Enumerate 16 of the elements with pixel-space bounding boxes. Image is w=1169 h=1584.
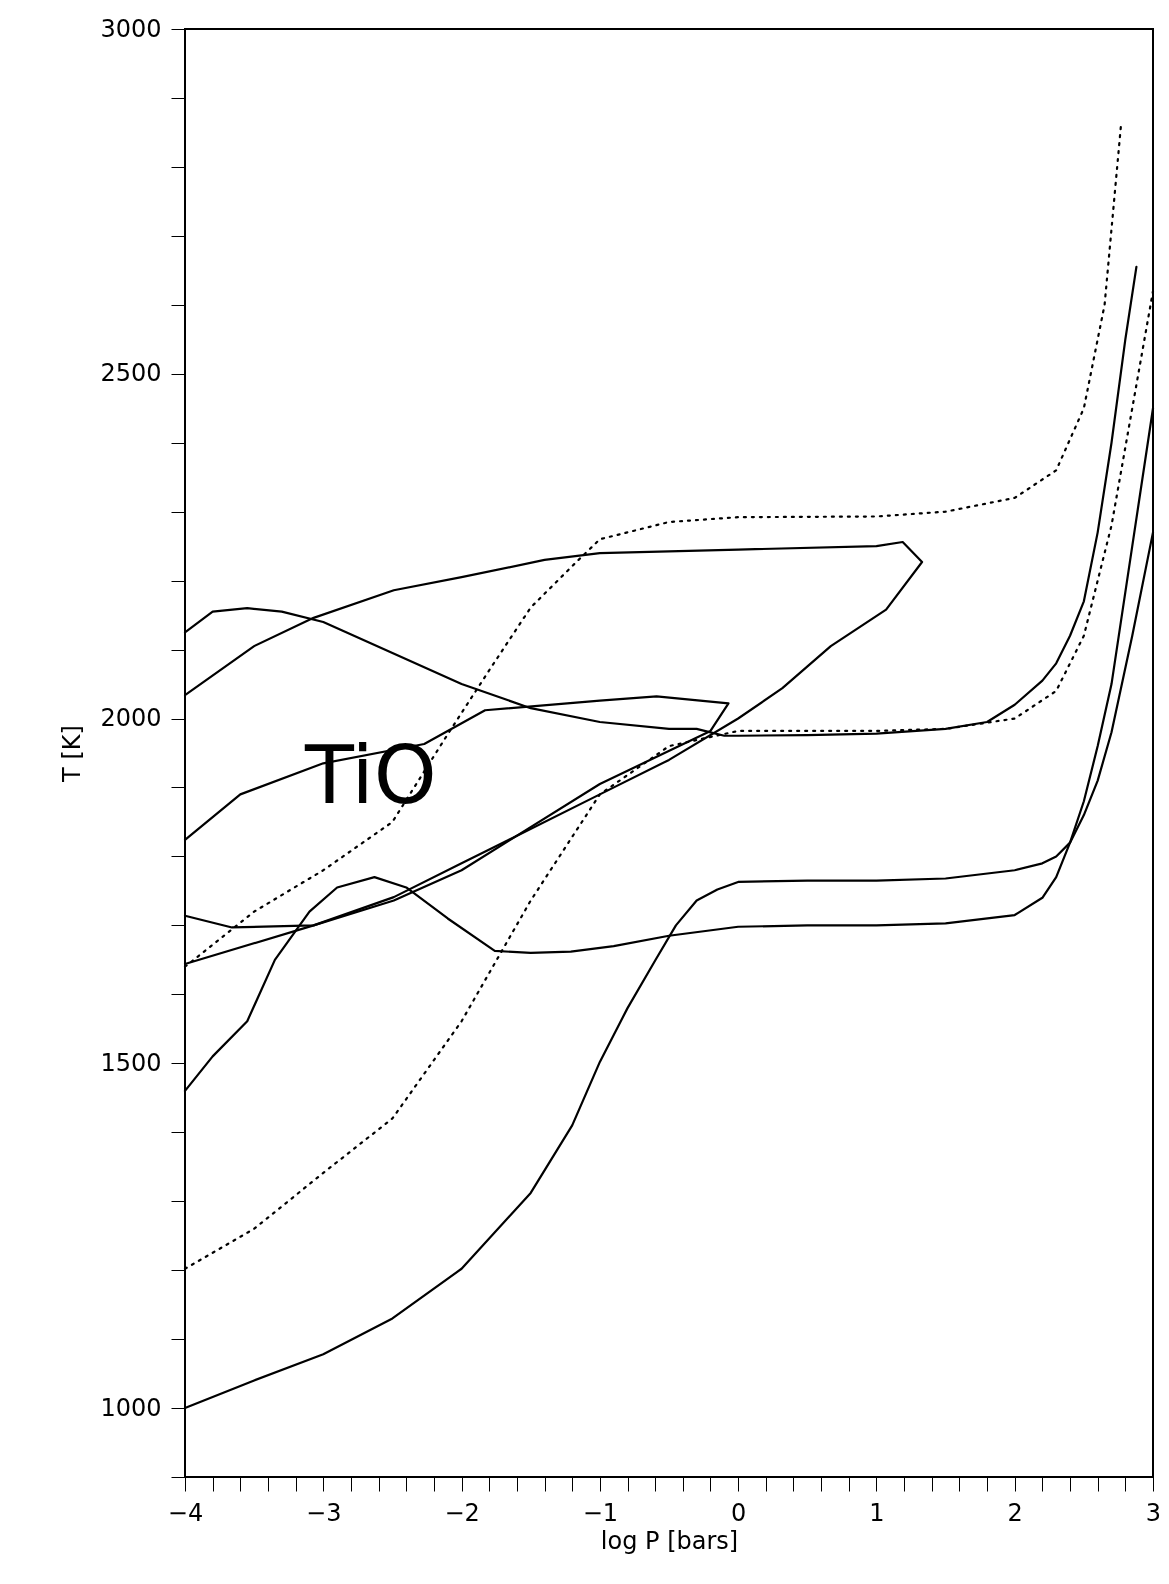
- x-axis-title: log P [bars]: [600, 1526, 739, 1555]
- y-tick-label: 2500: [100, 359, 162, 388]
- x-tick-label: −4: [167, 1498, 204, 1527]
- y-tick-label: 1000: [100, 1393, 162, 1422]
- y-tick-label: 3000: [100, 14, 162, 43]
- x-tick-label: 2: [1007, 1498, 1023, 1527]
- x-tick-label: −3: [306, 1498, 342, 1527]
- y-tick-label: 1500: [100, 1048, 162, 1077]
- x-tick-label: 0: [731, 1498, 747, 1527]
- y-axis-title: T [K]: [58, 725, 87, 783]
- x-tick-label: −1: [582, 1498, 619, 1527]
- x-tick-label: 1: [869, 1498, 885, 1527]
- y-tick-label: 2000: [100, 704, 162, 733]
- annotation: TiO: [304, 729, 437, 822]
- x-tick-label: −2: [444, 1498, 480, 1527]
- x-tick-label: 3: [1145, 1498, 1162, 1527]
